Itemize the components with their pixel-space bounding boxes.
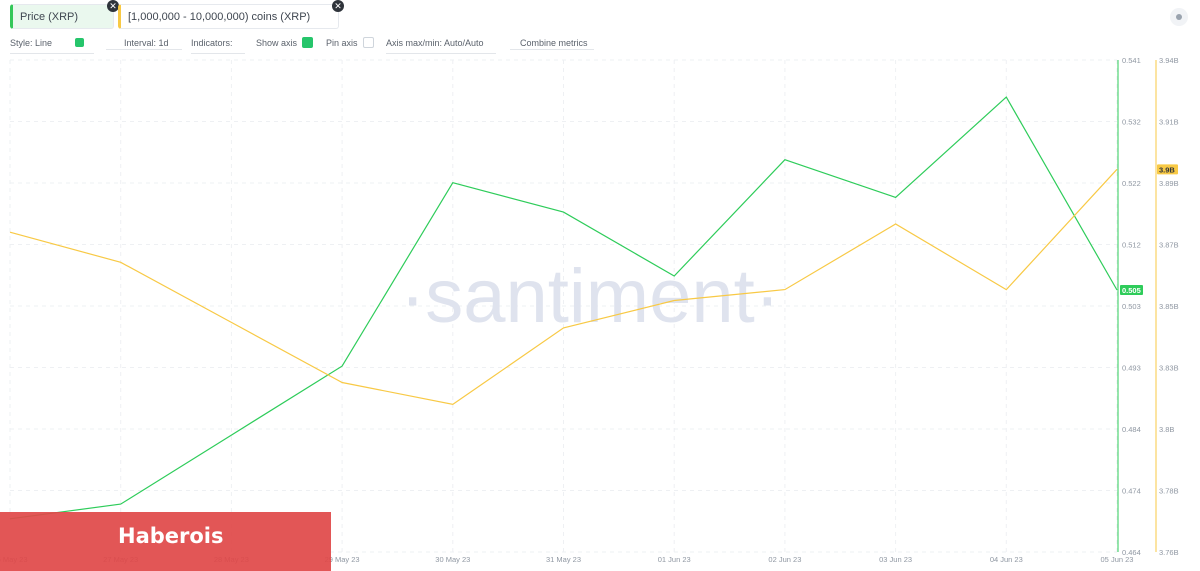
x-axis-tick: 31 May 23 <box>546 555 581 564</box>
combine-metrics-button[interactable]: Combine metrics <box>510 36 594 50</box>
right-axis-tick: 3.76B <box>1159 548 1179 557</box>
x-axis-tick: 05 Jun 23 <box>1101 555 1134 564</box>
x-axis-tick: 30 May 23 <box>435 555 470 564</box>
promo-banner: Haberois <box>0 512 331 571</box>
interval-select[interactable]: Interval: 1d <box>106 36 182 50</box>
right-axis-tick: 3.8B <box>1159 425 1174 434</box>
coins-last-value: 3.9B <box>1159 165 1175 174</box>
show-axis-label: Show axis <box>256 38 298 48</box>
x-axis-tick: 02 Jun 23 <box>768 555 801 564</box>
watermark: ·santiment· <box>400 254 780 339</box>
indicators-select[interactable]: Indicators: <box>191 36 245 54</box>
show-axis-checkbox[interactable] <box>302 37 313 48</box>
right-axis-tick: 3.94B <box>1159 56 1179 65</box>
right-axis-tick: 3.85B <box>1159 302 1179 311</box>
pin-axis-label: Pin axis <box>326 38 358 48</box>
x-axis-tick: 29 May 23 <box>325 555 360 564</box>
metric-tab-coins-label: [1,000,000 - 10,000,000) coins (XRP) <box>128 11 311 23</box>
banner-text: Haberois <box>118 524 224 548</box>
metric-tab-price[interactable]: Price (XRP) ✕ <box>10 0 119 29</box>
metric-tab-coins[interactable]: [1,000,000 - 10,000,000) coins (XRP) ✕ <box>118 0 344 29</box>
price-last-badge <box>1120 285 1143 296</box>
price-last-value: 0.505 <box>1122 286 1141 295</box>
close-icon[interactable]: ✕ <box>107 0 119 12</box>
x-axis-tick: 03 Jun 23 <box>879 555 912 564</box>
x-axis-tick: 04 Jun 23 <box>990 555 1023 564</box>
style-select[interactable]: Style: Line <box>10 36 94 54</box>
close-icon[interactable]: ✕ <box>332 0 344 12</box>
coins-last-badge <box>1157 164 1178 175</box>
left-axis-tick: 0.484 <box>1122 425 1141 434</box>
left-axis-tick: 0.512 <box>1122 241 1141 250</box>
pin-axis-checkbox[interactable] <box>363 37 374 48</box>
chart-grid <box>9 59 1118 553</box>
left-axis-tick: 0.503 <box>1122 302 1141 311</box>
left-axis-tick: 0.522 <box>1122 179 1141 188</box>
left-axis-tick: 0.493 <box>1122 364 1141 373</box>
style-label: Style: Line <box>10 38 53 48</box>
right-axis-tick: 3.78B <box>1159 487 1179 496</box>
left-axis-tick: 0.532 <box>1122 118 1141 127</box>
right-axis-tick: 3.87B <box>1159 241 1179 250</box>
axis-minmax-select[interactable]: Axis max/min: Auto/Auto <box>386 36 496 54</box>
interval-label: Interval: 1d <box>124 38 169 48</box>
color-swatch[interactable] <box>75 38 84 47</box>
left-axis-tick: 0.464 <box>1122 548 1141 557</box>
chart-series <box>9 96 1118 520</box>
combine-metrics-label: Combine metrics <box>520 38 588 48</box>
metric-tab-price-label: Price (XRP) <box>20 11 79 23</box>
right-axis-tick: 3.83B <box>1159 364 1179 373</box>
right-axis-tick: 3.91B <box>1159 118 1179 127</box>
left-axis-tick: 0.541 <box>1122 56 1141 65</box>
x-axis-tick: 01 Jun 23 <box>658 555 691 564</box>
settings-icon[interactable] <box>1170 8 1188 26</box>
indicators-label: Indicators: <box>191 38 233 48</box>
axis-minmax-label: Axis max/min: Auto/Auto <box>386 38 484 48</box>
chart-axes: 0.541 0.532 0.522 0.512 0.503 0.493 0.484 0.474… <box>1117 56 1179 557</box>
left-axis-tick: 0.474 <box>1122 487 1141 496</box>
right-axis-tick: 3.89B <box>1159 179 1179 188</box>
